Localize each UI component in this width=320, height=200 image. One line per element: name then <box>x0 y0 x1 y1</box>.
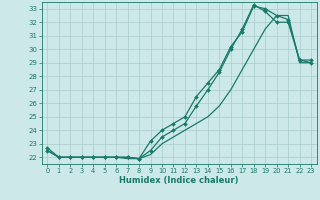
X-axis label: Humidex (Indice chaleur): Humidex (Indice chaleur) <box>119 176 239 185</box>
